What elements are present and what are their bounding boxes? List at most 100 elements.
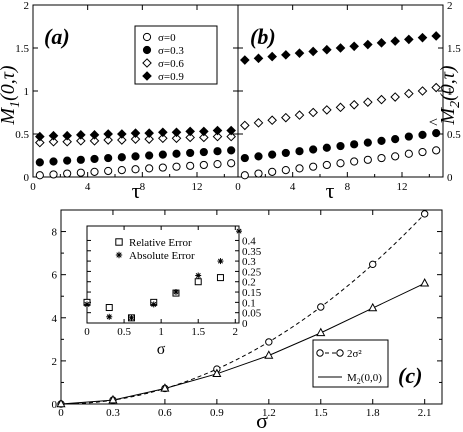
y-tick-label: 1.5 xyxy=(15,43,29,55)
data-point xyxy=(35,137,45,148)
data-point xyxy=(420,210,429,218)
ylabel-sub: 1 xyxy=(8,101,23,108)
legend-label-base: M xyxy=(347,372,357,384)
data-point xyxy=(226,125,236,136)
data-point xyxy=(158,163,167,172)
data-point xyxy=(49,170,58,179)
data-point xyxy=(420,278,430,287)
data-point xyxy=(294,110,305,120)
data-point xyxy=(49,157,58,166)
data-point xyxy=(309,145,318,154)
y-tick-label: 0.2 xyxy=(242,277,256,289)
y-tick-label: 0.4 xyxy=(242,235,256,247)
data-point xyxy=(267,51,277,62)
legend-label-sub: 2 xyxy=(357,377,361,386)
y-tick-label: 0 xyxy=(242,318,248,330)
data-point xyxy=(76,155,85,164)
data-point xyxy=(84,301,90,308)
data-point xyxy=(35,158,44,167)
data-point xyxy=(103,135,113,145)
legend-marker xyxy=(142,32,152,42)
legend-marker xyxy=(316,349,324,357)
data-point xyxy=(216,274,224,282)
ylabel-base: M xyxy=(437,107,459,126)
x-tick-label: 8 xyxy=(140,181,146,193)
data-point xyxy=(90,167,99,176)
data-point xyxy=(281,148,290,158)
data-point xyxy=(160,383,170,392)
data-point xyxy=(227,159,236,168)
legend-label: σ=0.6 xyxy=(158,58,184,70)
data-point xyxy=(104,166,113,176)
data-point xyxy=(404,88,414,99)
data-point xyxy=(90,154,99,164)
svg-text:M1(0,τ): M1(0,τ) xyxy=(0,65,23,125)
data-point xyxy=(117,166,126,175)
data-point xyxy=(377,136,386,145)
panel-c-xlabel: σ xyxy=(256,408,268,432)
x-tick-label: 8 xyxy=(345,181,351,193)
series-filled-diamond xyxy=(35,125,236,142)
data-point xyxy=(62,136,72,147)
data-point xyxy=(350,140,359,149)
y-tick-label: 0.15 xyxy=(242,287,262,299)
ylabel-base: M xyxy=(0,107,19,126)
legend-label: σ=0.9 xyxy=(158,71,184,83)
x-tick-label: 0.9 xyxy=(210,407,224,419)
data-point xyxy=(103,129,113,139)
data-point xyxy=(194,278,202,286)
data-point xyxy=(227,146,236,155)
x-tick-label: 4 xyxy=(290,181,296,193)
data-point xyxy=(199,126,209,137)
ylabel-rest: (0,τ) xyxy=(0,65,19,101)
y-tick-label: 1 xyxy=(447,86,453,98)
panel-a-label: (a) xyxy=(44,24,70,49)
data-point xyxy=(417,86,428,96)
data-point xyxy=(417,32,428,43)
data-point xyxy=(308,107,318,118)
inset: 0 0.5 1 1.5 2 00.050.10.150.20.250.30.350.4 … xyxy=(83,225,262,358)
data-point xyxy=(106,313,113,320)
star-stroke xyxy=(195,273,201,279)
data-point xyxy=(35,171,44,180)
star-stroke xyxy=(173,289,179,295)
data-point xyxy=(171,133,182,144)
data-point xyxy=(158,150,167,159)
data-point xyxy=(35,131,45,142)
data-point xyxy=(117,135,127,145)
data-point xyxy=(308,46,318,57)
data-point xyxy=(144,128,154,138)
data-point xyxy=(322,143,331,152)
data-point xyxy=(172,289,179,296)
data-point xyxy=(117,129,127,139)
ylabel-hat: ^ xyxy=(0,118,4,126)
y-tick-label: 2 xyxy=(52,356,58,368)
data-point xyxy=(363,155,372,164)
data-point xyxy=(268,167,277,176)
y-tick-label: 1 xyxy=(24,86,30,98)
star-stroke xyxy=(84,301,90,307)
x-tick-label: 2 xyxy=(233,326,239,338)
data-point xyxy=(265,338,273,346)
data-point xyxy=(199,132,209,143)
legend-box xyxy=(312,339,389,388)
data-point xyxy=(217,258,224,265)
x-tick-label: 1.2 xyxy=(262,407,276,419)
data-point xyxy=(144,134,154,144)
ylabel-sub: 2 xyxy=(448,101,463,108)
data-point xyxy=(240,55,250,65)
panel-a-xlabel: τ xyxy=(132,178,141,203)
x-tick-label: 12 xyxy=(397,181,408,193)
data-point xyxy=(62,130,72,141)
data-point xyxy=(368,302,378,312)
legend-label: σ=0.3 xyxy=(158,45,184,57)
data-point xyxy=(268,150,277,159)
data-point xyxy=(186,161,195,170)
data-point xyxy=(335,43,346,53)
data-point xyxy=(212,131,223,142)
data-point xyxy=(431,31,441,41)
data-point xyxy=(76,136,86,146)
data-point xyxy=(281,50,291,60)
data-point xyxy=(240,171,249,180)
data-point xyxy=(76,130,86,140)
